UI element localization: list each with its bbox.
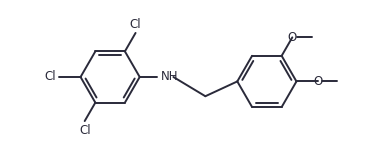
Text: NH: NH bbox=[160, 71, 178, 83]
Text: Cl: Cl bbox=[79, 124, 90, 137]
Text: Cl: Cl bbox=[130, 18, 141, 31]
Text: O: O bbox=[313, 75, 322, 88]
Text: O: O bbox=[288, 31, 297, 44]
Text: Cl: Cl bbox=[44, 71, 56, 83]
